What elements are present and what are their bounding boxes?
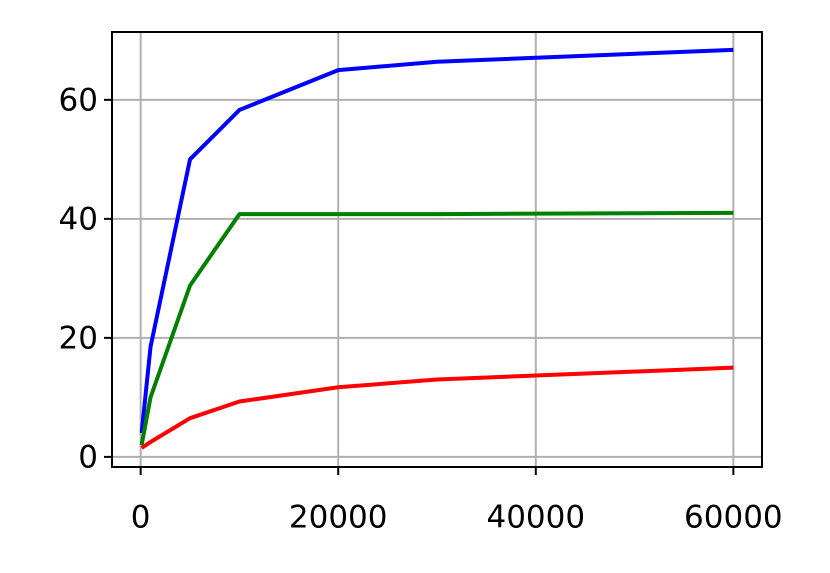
y-tick-label: 20 (59, 320, 98, 356)
x-tick-label: 0 (131, 500, 151, 536)
x-tick-label: 60000 (684, 500, 783, 536)
x-tick-label: 20000 (289, 500, 388, 536)
line-series (139, 210, 734, 446)
plot-frame (111, 31, 763, 468)
x-tick-label: 40000 (486, 500, 585, 536)
line-series (140, 365, 734, 450)
y-tick-label: 0 (78, 439, 98, 475)
y-tick-label: 60 (59, 82, 98, 118)
y-tick-label: 40 (59, 201, 98, 237)
line-series (139, 47, 734, 434)
